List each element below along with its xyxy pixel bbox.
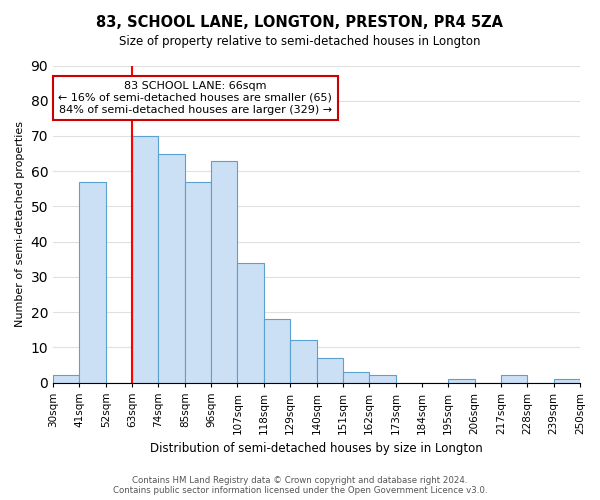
Bar	[53, 376, 79, 382]
Bar	[343, 372, 369, 382]
Bar	[317, 358, 343, 382]
Bar	[448, 379, 475, 382]
Bar	[158, 154, 185, 382]
Bar	[238, 263, 264, 382]
Bar	[501, 376, 527, 382]
Bar	[79, 182, 106, 382]
Bar	[132, 136, 158, 382]
Bar	[369, 376, 395, 382]
Text: Contains HM Land Registry data © Crown copyright and database right 2024.
Contai: Contains HM Land Registry data © Crown c…	[113, 476, 487, 495]
Bar	[554, 379, 580, 382]
Y-axis label: Number of semi-detached properties: Number of semi-detached properties	[15, 121, 25, 327]
Bar	[264, 319, 290, 382]
X-axis label: Distribution of semi-detached houses by size in Longton: Distribution of semi-detached houses by …	[150, 442, 483, 455]
Bar	[290, 340, 317, 382]
Bar	[185, 182, 211, 382]
Text: 83, SCHOOL LANE, LONGTON, PRESTON, PR4 5ZA: 83, SCHOOL LANE, LONGTON, PRESTON, PR4 5…	[97, 15, 503, 30]
Text: Size of property relative to semi-detached houses in Longton: Size of property relative to semi-detach…	[119, 35, 481, 48]
Text: 83 SCHOOL LANE: 66sqm
← 16% of semi-detached houses are smaller (65)
84% of semi: 83 SCHOOL LANE: 66sqm ← 16% of semi-deta…	[58, 82, 332, 114]
Bar	[211, 160, 238, 382]
